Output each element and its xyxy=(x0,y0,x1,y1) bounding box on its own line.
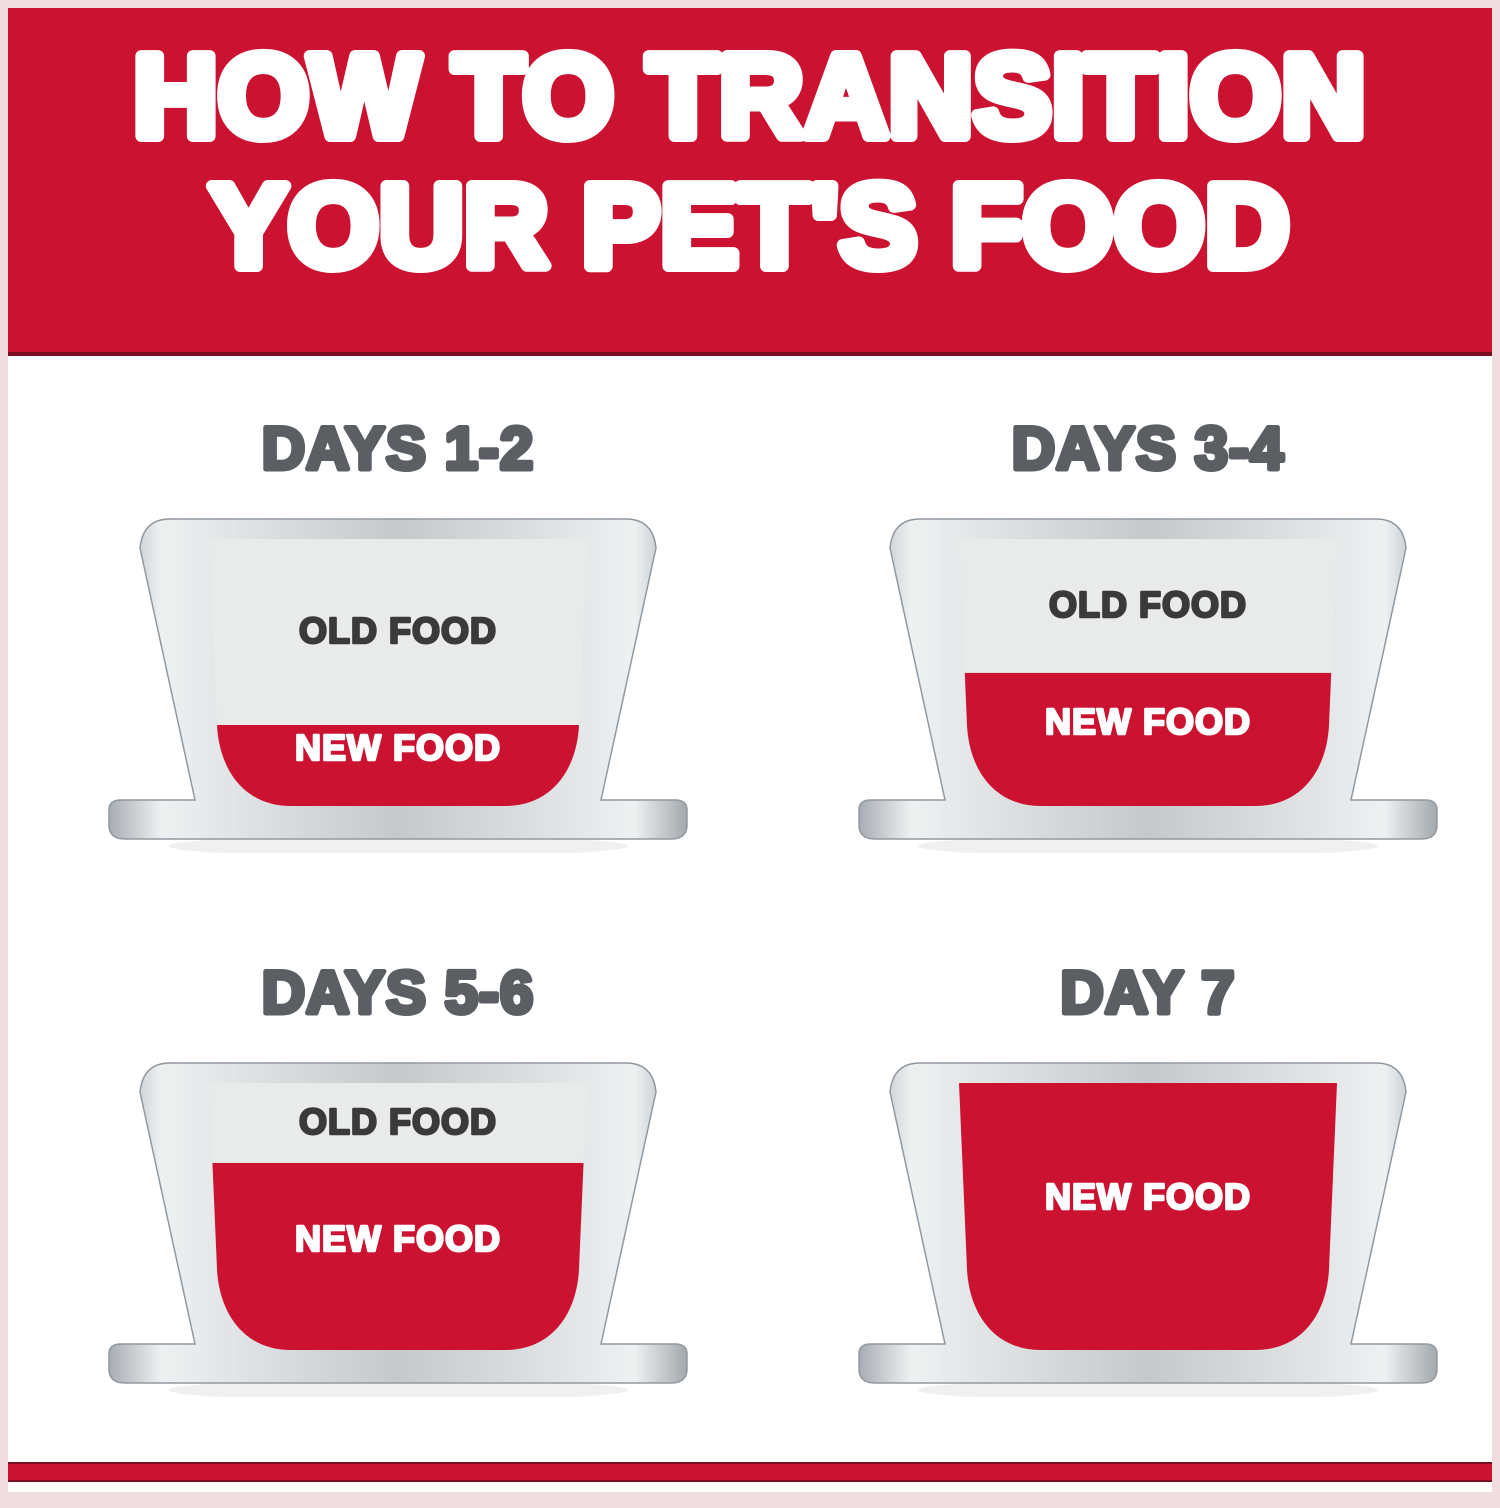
svg-text:NEW FOOD: NEW FOOD xyxy=(295,727,501,768)
svg-text:YOUR PET'S FOOD: YOUR PET'S FOOD xyxy=(210,161,1290,291)
svg-text:DAYS 3-4: DAYS 3-4 xyxy=(1012,415,1285,482)
svg-text:DAY 7: DAY 7 xyxy=(1060,959,1235,1026)
svg-text:HOW TO TRANSITION: HOW TO TRANSITION xyxy=(134,31,1367,161)
svg-text:NEW FOOD: NEW FOOD xyxy=(1045,701,1251,742)
svg-text:NEW FOOD: NEW FOOD xyxy=(1045,1176,1251,1217)
svg-text:OLD FOOD: OLD FOOD xyxy=(299,1101,497,1142)
svg-text:OLD FOOD: OLD FOOD xyxy=(299,610,497,651)
svg-text:DAYS 5-6: DAYS 5-6 xyxy=(262,959,535,1026)
svg-text:NEW FOOD: NEW FOOD xyxy=(295,1218,501,1259)
svg-text:OLD FOOD: OLD FOOD xyxy=(1049,584,1247,625)
svg-text:DAYS 1-2: DAYS 1-2 xyxy=(262,415,535,482)
